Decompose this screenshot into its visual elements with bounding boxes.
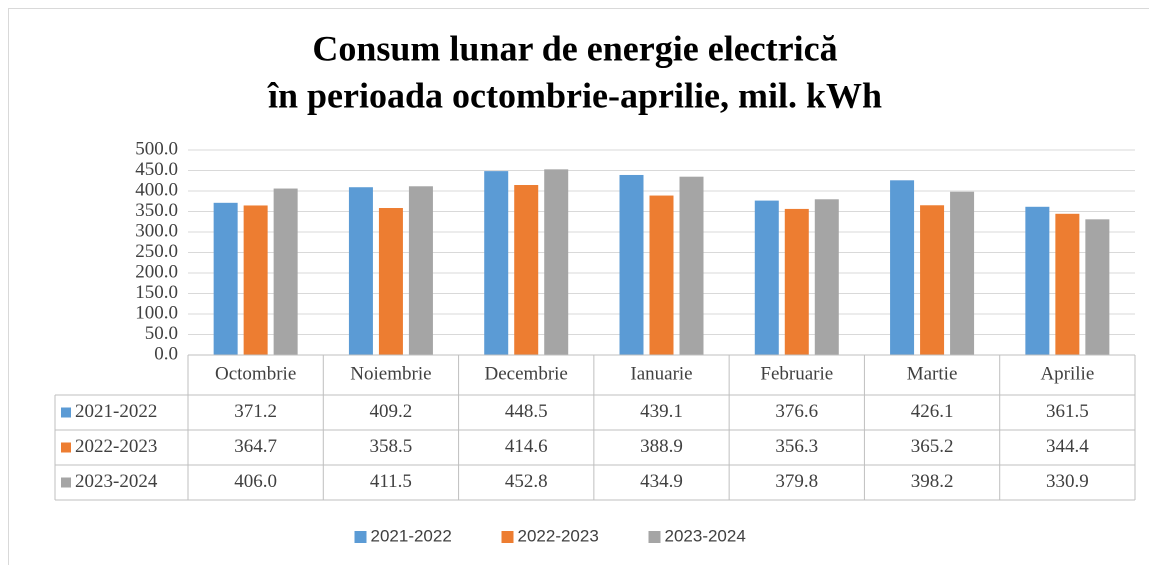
table-value: 388.9 [640,436,683,457]
bar [484,171,509,355]
legend-label: 2023-2024 [665,526,746,545]
bar [514,185,539,355]
bar [213,202,238,355]
bar [1085,219,1110,355]
legend-key [648,531,661,543]
legend-label: 2021-2022 [371,526,452,545]
bar [273,188,298,355]
bar [1025,206,1050,355]
table-legend-key [61,442,71,453]
table-value: 344.4 [1046,436,1089,457]
bar [784,208,809,355]
table-value: 330.9 [1046,471,1089,492]
y-tick-label: 400.0 [135,179,178,200]
bar [920,205,945,355]
table-value: 434.9 [640,471,683,492]
bar [544,169,569,355]
table-legend-key [61,477,71,488]
y-tick-label: 250.0 [135,241,178,262]
bar [408,186,433,355]
table-value: 365.2 [911,436,954,457]
y-tick-label: 100.0 [135,302,178,323]
legend-key [501,531,514,543]
legend-label: 2022-2023 [518,526,599,545]
y-tick-label: 450.0 [135,159,178,180]
y-tick-label: 350.0 [135,200,178,221]
bar [243,205,268,355]
chart-title: Consum lunar de energie electrică [312,28,837,68]
bar [378,208,403,355]
x-tick-label: Martie [907,363,958,384]
table-value: 371.2 [234,401,277,422]
bar [890,180,915,355]
table-value: 358.5 [370,436,413,457]
y-tick-label: 200.0 [135,261,178,282]
table-value: 411.5 [370,471,412,492]
x-tick-label: Aprilie [1040,363,1094,384]
bar [1055,213,1080,355]
y-tick-label: 0.0 [154,343,178,364]
legend-key [354,531,367,543]
y-tick-label: 300.0 [135,220,178,241]
table-value: 409.2 [370,401,413,422]
table-value: 452.8 [505,471,548,492]
table-value: 426.1 [911,401,954,422]
table-value: 414.6 [505,436,548,457]
x-tick-label: Noiembrie [350,363,431,384]
table-legend-key [61,407,71,418]
x-tick-label: Decembrie [485,363,568,384]
y-tick-label: 500.0 [135,138,178,159]
table-value: 406.0 [234,471,277,492]
bar [950,191,975,355]
y-tick-label: 150.0 [135,282,178,303]
table-value: 448.5 [505,401,548,422]
bar [649,195,674,355]
table-value: 356.3 [775,436,818,457]
table-row-label: 2021-2022 [75,401,157,422]
table-value: 361.5 [1046,401,1089,422]
table-value: 439.1 [640,401,683,422]
table-value: 364.7 [234,436,277,457]
x-tick-label: Februarie [760,363,833,384]
bar [348,187,373,355]
table-value: 398.2 [911,471,954,492]
x-tick-label: Ianuarie [630,363,692,384]
table-value: 376.6 [775,401,818,422]
bar [679,176,704,355]
chart-title: în perioada octombrie-aprilie, mil. kWh [267,75,882,115]
bar [754,200,779,355]
bar [814,199,839,355]
x-tick-label: Octombrie [215,363,296,384]
table-row-label: 2023-2024 [75,471,158,492]
table-value: 379.8 [775,471,818,492]
y-tick-label: 50.0 [145,323,178,344]
bar [619,174,644,355]
table-row-label: 2022-2023 [75,436,157,457]
